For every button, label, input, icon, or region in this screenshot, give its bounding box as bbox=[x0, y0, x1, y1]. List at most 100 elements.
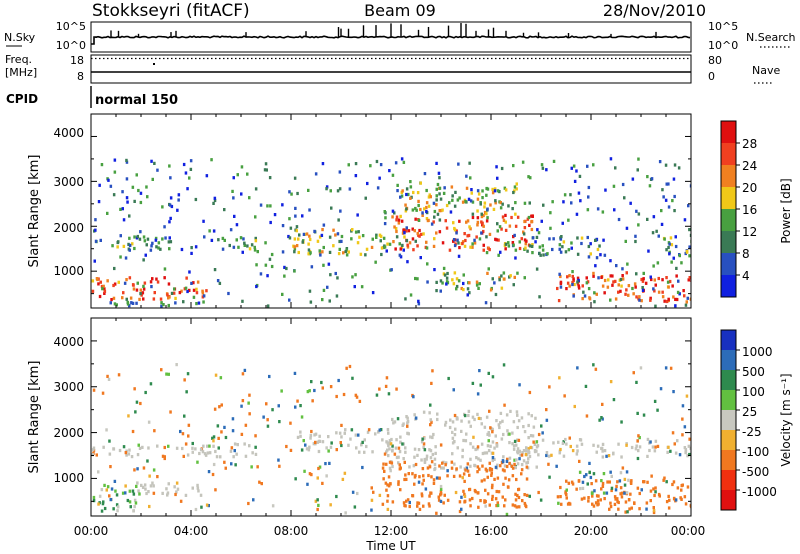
velocity-cell bbox=[235, 452, 238, 456]
power-cell bbox=[612, 184, 616, 188]
velocity-cell bbox=[370, 498, 374, 502]
power-cell bbox=[309, 251, 312, 255]
velocity-cell bbox=[397, 461, 400, 465]
power-cell bbox=[195, 287, 198, 291]
power-cell bbox=[321, 250, 324, 254]
power-cell bbox=[409, 196, 412, 200]
power-cell bbox=[497, 238, 500, 242]
power-cell bbox=[661, 188, 664, 192]
power-cell bbox=[513, 233, 516, 237]
velocity-cell bbox=[231, 417, 235, 421]
power-cell bbox=[423, 172, 427, 176]
power-cell bbox=[453, 228, 457, 232]
velocity-cell bbox=[590, 491, 594, 495]
power-cell bbox=[476, 197, 480, 201]
power-cell bbox=[113, 170, 117, 174]
velocity-cell bbox=[453, 462, 456, 466]
power-cell bbox=[166, 293, 169, 297]
power-cell bbox=[687, 204, 690, 208]
velocity-cell bbox=[166, 491, 170, 495]
power-cell bbox=[94, 239, 98, 243]
power-cell bbox=[482, 248, 485, 252]
velocity-cell bbox=[557, 501, 560, 505]
velocity-cell bbox=[600, 446, 603, 451]
velocity-cell bbox=[625, 491, 629, 495]
power-cell bbox=[451, 194, 454, 198]
velocity-cell bbox=[496, 501, 499, 505]
power-cell bbox=[609, 298, 612, 302]
velocity-cell bbox=[496, 463, 499, 467]
velocity-cell bbox=[182, 454, 185, 458]
velocity-cell bbox=[684, 451, 687, 455]
power-cell bbox=[142, 258, 145, 262]
power-cell bbox=[576, 236, 579, 240]
power-cell bbox=[684, 303, 688, 307]
power-cell bbox=[419, 256, 422, 260]
velocity-cell bbox=[112, 507, 115, 511]
power-cell bbox=[293, 269, 296, 273]
power-cell bbox=[94, 228, 97, 232]
power-cell bbox=[687, 278, 690, 282]
power-cell bbox=[523, 219, 526, 224]
power-cell bbox=[531, 236, 535, 240]
velocity-cell bbox=[343, 471, 347, 475]
velocity-cell bbox=[545, 418, 549, 422]
power-cell bbox=[221, 247, 225, 251]
velocity-cell bbox=[490, 467, 494, 472]
power-cell bbox=[504, 228, 508, 232]
power-cell bbox=[159, 297, 163, 301]
velocity-cell bbox=[300, 415, 304, 419]
velocity-cell bbox=[626, 510, 629, 514]
power-cell bbox=[462, 288, 465, 292]
velocity-cell bbox=[599, 498, 602, 502]
power-cell bbox=[586, 164, 589, 168]
power-cell bbox=[107, 178, 110, 182]
velocity-cell bbox=[387, 484, 391, 488]
power-cell bbox=[308, 237, 312, 242]
power-cell bbox=[545, 168, 548, 172]
velocity-cell bbox=[460, 419, 463, 423]
velocity-cell bbox=[575, 452, 579, 456]
velocity-cell bbox=[128, 489, 132, 493]
power-cell bbox=[602, 238, 605, 242]
velocity-cell bbox=[141, 445, 144, 449]
power-cell bbox=[470, 188, 473, 192]
power-cell bbox=[617, 290, 620, 294]
power-cell bbox=[641, 288, 645, 292]
power-cell bbox=[572, 164, 576, 168]
velocity-cell bbox=[219, 376, 223, 380]
velocity-cell bbox=[671, 431, 675, 435]
power-cell bbox=[641, 286, 644, 290]
velocity-colorbar-swatch bbox=[721, 390, 736, 411]
velocity-cell bbox=[460, 507, 463, 511]
velocity-cell bbox=[317, 466, 320, 471]
velocity-cell bbox=[667, 506, 671, 510]
velocity-cell bbox=[430, 381, 433, 385]
velocity-cell bbox=[460, 495, 463, 499]
power-cb-4: 4 bbox=[742, 269, 750, 283]
power-cell bbox=[571, 270, 574, 274]
power-cell bbox=[281, 250, 285, 254]
velocity-cell bbox=[506, 432, 510, 436]
power-cell bbox=[414, 239, 417, 243]
power-cell bbox=[534, 240, 537, 244]
velocity-cell bbox=[201, 450, 205, 454]
power-cell bbox=[296, 191, 299, 196]
power-cell bbox=[570, 166, 573, 170]
power-cell bbox=[592, 271, 595, 275]
power-cell bbox=[164, 236, 167, 240]
velocity-cell bbox=[510, 464, 514, 468]
power-cell bbox=[498, 225, 502, 229]
velocity-cell bbox=[161, 454, 165, 458]
velocity-cell bbox=[479, 458, 482, 462]
velocity-cell bbox=[240, 404, 243, 408]
velocity-cell bbox=[464, 468, 467, 472]
velocity-cell bbox=[212, 439, 215, 443]
power-cell bbox=[427, 204, 431, 208]
velocity-cell bbox=[387, 475, 391, 479]
velocity-cell bbox=[539, 498, 543, 502]
power-cell bbox=[383, 222, 387, 226]
velocity-cell bbox=[416, 501, 419, 505]
velocity-cell bbox=[596, 503, 599, 507]
velocity-cell bbox=[130, 455, 134, 459]
